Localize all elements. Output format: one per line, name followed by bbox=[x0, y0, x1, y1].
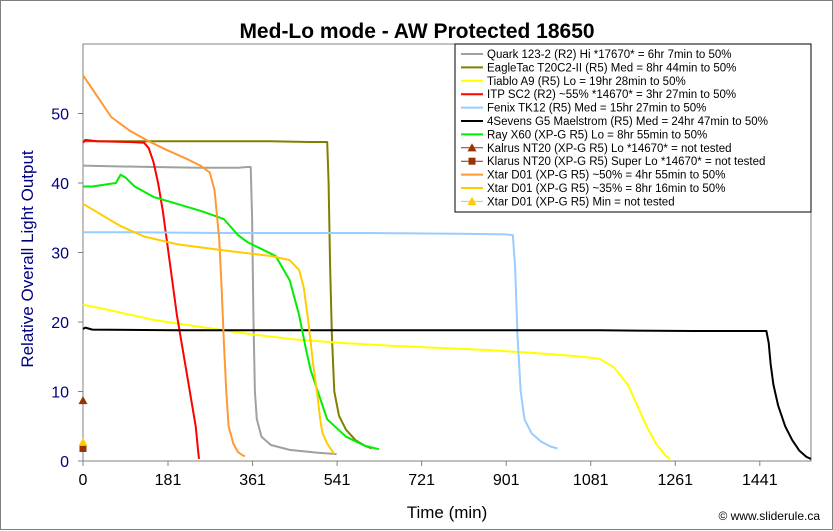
y-axis: 0 10 20 30 40 50 bbox=[51, 107, 83, 471]
legend-marker bbox=[467, 196, 477, 205]
legend-entry: Tiablo A9 (R5) Lo = 19hr 28min to 50% bbox=[487, 76, 686, 88]
series-layer bbox=[78, 74, 812, 460]
legend-marker bbox=[467, 143, 477, 152]
legend-box bbox=[454, 43, 812, 213]
x-tick-label: 0 bbox=[79, 472, 88, 489]
x-tick-label: 1081 bbox=[573, 472, 609, 489]
y-tick-label: 30 bbox=[51, 246, 69, 263]
y-tick-label: 20 bbox=[51, 315, 69, 332]
y-tick-label: 0 bbox=[60, 454, 69, 471]
y-axis-label: Relative Overall Light Output bbox=[18, 150, 37, 368]
legend-entry: Xtar D01 (XP-G R5) ~35% = 8hr 16min to 5… bbox=[487, 183, 725, 195]
x-axis-label: Time (min) bbox=[407, 503, 488, 522]
x-tick-label: 721 bbox=[408, 472, 435, 489]
series-line-0 bbox=[82, 164, 337, 456]
series-line-4 bbox=[83, 231, 558, 450]
legend-entry: Kalrus NT20 (XP-G R5) Lo *14670* = not t… bbox=[487, 143, 732, 155]
x-axis: 0 181 361 541 721 901 1081 1261 1441 bbox=[79, 461, 778, 489]
legend-entry: 4Sevens G5 Maelstrom (R5) Med = 24hr 47m… bbox=[487, 116, 768, 128]
legend-entry: Quark 123-2 (R2) Hi *17670* = 6hr 7min t… bbox=[487, 49, 732, 61]
x-tick-label: 361 bbox=[239, 472, 266, 489]
y-tick-label: 50 bbox=[51, 107, 69, 124]
legend-entry: Klarus NT20 (XP-G R5) Super Lo *14670* =… bbox=[487, 156, 765, 168]
series-line-10 bbox=[82, 202, 336, 455]
series-line-9 bbox=[82, 74, 246, 458]
series-point-7 bbox=[78, 396, 88, 405]
series-point-11 bbox=[78, 437, 88, 446]
legend: Quark 123-2 (R2) Hi *17670* = 6hr 7min t… bbox=[454, 43, 812, 213]
x-tick-label: 181 bbox=[155, 472, 182, 489]
series-line-3 bbox=[82, 138, 200, 460]
y-tick-label: 10 bbox=[51, 385, 69, 402]
legend-marker bbox=[468, 157, 476, 165]
y-tick-label: 40 bbox=[51, 176, 69, 193]
credit-text: © www.sliderule.ca bbox=[718, 509, 820, 523]
x-tick-label: 901 bbox=[493, 472, 520, 489]
legend-entry: Xtar D01 (XP-G R5) ~50% = 4hr 55min to 5… bbox=[487, 170, 725, 182]
series-line-2 bbox=[82, 303, 671, 460]
chart-title: Med-Lo mode - AW Protected 18650 bbox=[239, 20, 594, 43]
series-line-5 bbox=[82, 326, 812, 460]
series-point-8 bbox=[79, 444, 87, 452]
legend-entry: ITP SC2 (R2) ~55% *14670* = 3hr 27min to… bbox=[487, 89, 736, 101]
legend-entry: Fenix TK12 (R5) Med = 15hr 27min to 50% bbox=[487, 103, 706, 115]
series-line-1 bbox=[83, 140, 373, 450]
legend-entry: EagleTac T20C2-II (R5) Med = 8hr 44min t… bbox=[487, 62, 736, 74]
x-tick-label: 541 bbox=[324, 472, 351, 489]
x-tick-label: 1441 bbox=[742, 472, 778, 489]
legend-entry: Xtar D01 (XP-G R5) Min = not tested bbox=[487, 196, 675, 208]
legend-entry: Ray X60 (XP-G R5) Lo = 8hr 55min to 50% bbox=[487, 129, 707, 141]
x-tick-label: 1261 bbox=[657, 472, 693, 489]
